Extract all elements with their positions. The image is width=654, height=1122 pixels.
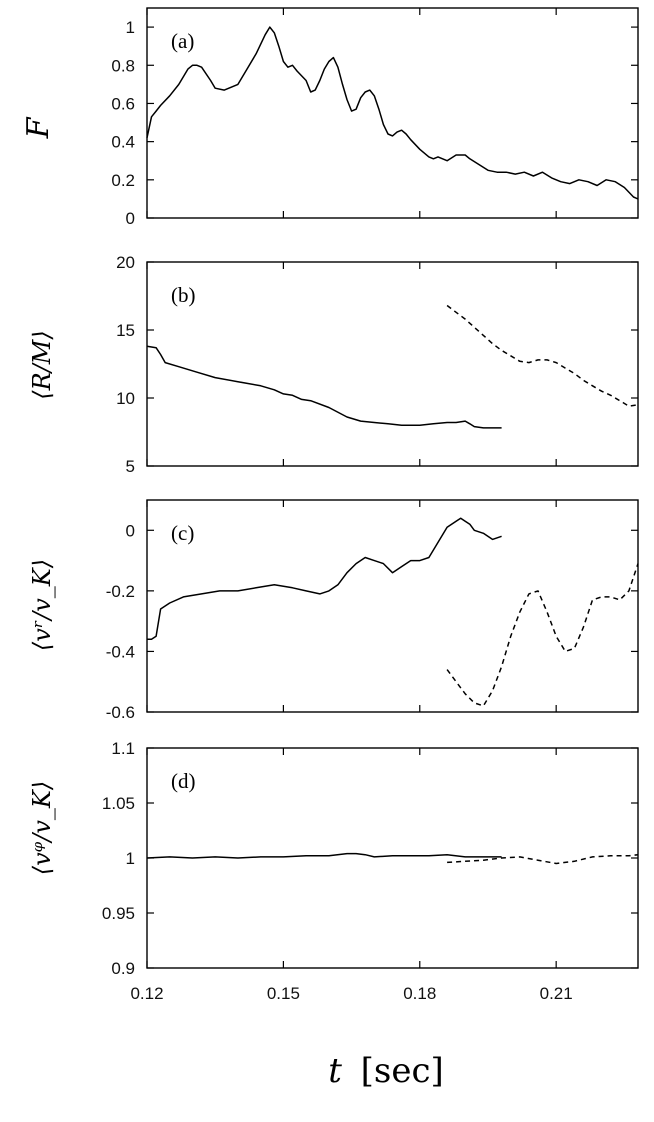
panels: 00.20.40.60.81(a)5101520(b)-0.6-0.4-0.20… (102, 7, 639, 1003)
series-solid-line (146, 345, 502, 429)
series-dashed-line (446, 304, 639, 407)
panel-b: 5 10 15 20 (b) (116, 253, 639, 476)
ylabel-d: ⟨vᵠ/v_K⟩ (28, 781, 56, 875)
panel-a: 0 0.2 0.4 0.6 0.8 1 (a) (111, 7, 639, 228)
series-solid-line (147, 517, 502, 641)
series-dashed-line (446, 563, 639, 707)
panel-label: (d) (171, 769, 196, 793)
x-tick-label: 0.15 (267, 984, 300, 1003)
ylabel-a: F (21, 116, 56, 139)
ylabel-c-text: ⟨vʳ/v_K⟩ (28, 559, 56, 651)
y-tick-label: 5 (126, 457, 135, 476)
ylabel-b: ⟨R/M⟩ (28, 330, 56, 399)
y-tick-label: 0 (126, 209, 135, 228)
y-tick-label: 0.8 (111, 56, 135, 75)
y-tick-label: 15 (116, 321, 135, 340)
plot-frame (146, 261, 639, 467)
ylabel-a-text: F (21, 116, 56, 139)
x-tick-label: 0.18 (403, 984, 436, 1003)
ylabel-c: ⟨vʳ/v_K⟩ (28, 559, 56, 651)
panel-label: (c) (171, 521, 194, 545)
plot-frame (146, 747, 639, 969)
y-tick-label: 0.6 (111, 94, 135, 113)
plot-frame (146, 7, 639, 219)
panel-label: (a) (171, 29, 194, 53)
y-tick-label: 0.2 (111, 171, 135, 190)
ylabel-b-text: ⟨R/M⟩ (28, 330, 56, 399)
panel-label: (b) (171, 283, 196, 307)
y-tick-label: 0 (126, 521, 135, 540)
series-solid-line (146, 26, 639, 200)
panel-d: 0.9 0.95 1 1.05 1.1 0.12 0.15 0.18 0.21 (d) (102, 739, 639, 1003)
y-tick-label: 0.4 (111, 133, 135, 152)
y-tick-label: -0.6 (106, 703, 135, 722)
y-tick-label: -0.2 (106, 582, 135, 601)
series-solid-line (146, 852, 502, 859)
x-tick-label: 0.21 (540, 984, 573, 1003)
y-tick-label: 10 (116, 389, 135, 408)
y-tick-label: -0.4 (106, 642, 135, 661)
y-tick-label: 1 (126, 18, 135, 37)
x-axis-unit: [sec] (361, 1051, 444, 1091)
x-axis-label: t [sec] (328, 1051, 444, 1091)
x-axis-label-text: t [sec] (328, 1051, 444, 1091)
ylabel-d-text: ⟨vᵠ/v_K⟩ (28, 781, 56, 875)
y-tick-label: 1.1 (111, 739, 135, 758)
y-tick-label: 0.95 (102, 904, 135, 923)
plot-frame (146, 499, 639, 713)
panel-c: -0.6 -0.4 -0.2 0 (c) (106, 499, 639, 722)
y-tick-label: 0.9 (111, 959, 135, 978)
y-tick-label: 1 (126, 849, 135, 868)
series-dashed-line (447, 853, 639, 865)
x-axis-var: t (328, 1051, 342, 1091)
y-tick-label: 1.05 (102, 794, 135, 813)
x-tick-label: 0.12 (130, 984, 163, 1003)
y-tick-label: 20 (116, 253, 135, 272)
